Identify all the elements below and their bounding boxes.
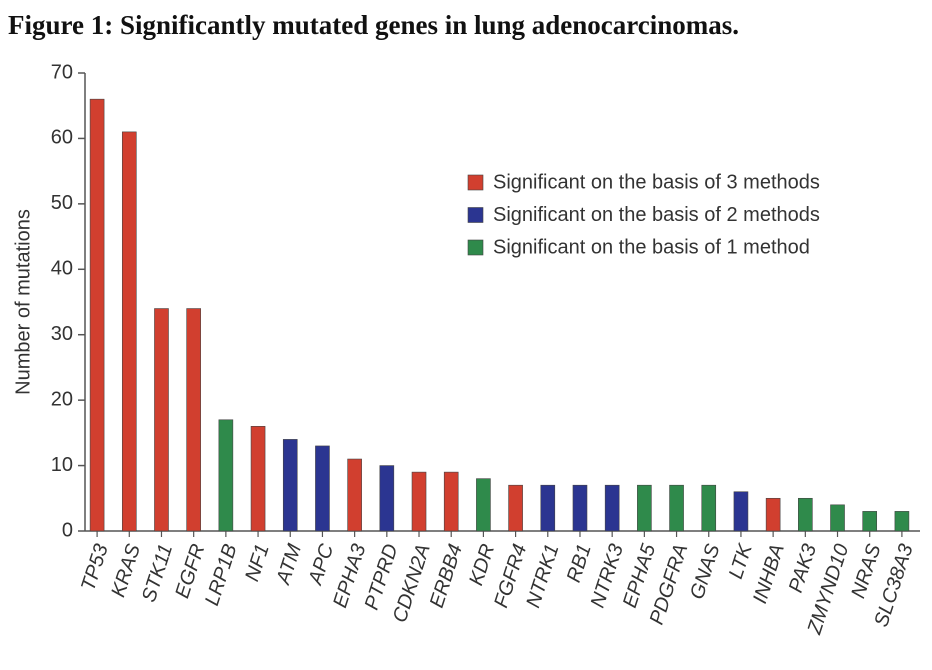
legend-label: Significant on the basis of 2 methods xyxy=(493,204,820,226)
chart-title: Figure 1: Significantly mutated genes in… xyxy=(8,10,739,40)
bar xyxy=(572,484,588,532)
x-tick-label: LTK xyxy=(725,540,757,582)
bar xyxy=(669,484,684,532)
bar xyxy=(894,511,910,532)
bar xyxy=(315,445,330,532)
y-tick-label: 20 xyxy=(51,388,73,410)
y-axis-label: Number of mutations xyxy=(12,209,34,395)
y-tick-label: 0 xyxy=(62,519,73,541)
x-tick-label: APC xyxy=(304,541,338,588)
y-tick-label: 10 xyxy=(51,454,73,476)
bar xyxy=(798,497,813,532)
bar xyxy=(154,308,169,532)
bar xyxy=(604,484,620,532)
bar xyxy=(411,471,427,532)
bar xyxy=(250,426,266,532)
bar xyxy=(540,484,556,532)
x-tick-label: KDR xyxy=(465,541,499,588)
bar xyxy=(186,308,201,532)
bar xyxy=(121,131,137,532)
x-tick-label: TP53 xyxy=(77,541,113,593)
x-tick-label: PAK3 xyxy=(785,541,821,595)
bar xyxy=(282,439,298,532)
y-tick-label: 50 xyxy=(51,192,73,214)
bar xyxy=(733,491,749,532)
y-tick-label: 60 xyxy=(51,127,73,149)
bar xyxy=(476,478,491,532)
legend-swatch xyxy=(467,239,484,256)
y-tick-label: 40 xyxy=(51,258,73,280)
x-tick-label: ATM xyxy=(272,541,306,588)
bar xyxy=(508,484,523,532)
bar xyxy=(637,484,652,532)
legend-swatch xyxy=(467,207,484,223)
y-tick-label: 70 xyxy=(51,61,73,83)
bar xyxy=(443,471,459,532)
legend-swatch xyxy=(467,174,484,191)
bar xyxy=(830,504,845,532)
bar xyxy=(89,98,105,532)
bar xyxy=(347,458,362,532)
bar xyxy=(379,465,395,532)
bar xyxy=(218,419,234,532)
bar xyxy=(862,511,878,532)
x-tick-label: RB1 xyxy=(563,541,596,585)
legend-label: Significant on the basis of 3 methods xyxy=(493,171,820,193)
bar xyxy=(701,484,717,532)
bar xyxy=(765,497,781,532)
x-tick-label: NF1 xyxy=(241,541,274,584)
legend-label: Significant on the basis of 1 method xyxy=(493,236,810,258)
x-tick-label: GNAS xyxy=(686,541,725,602)
y-tick-label: 30 xyxy=(51,323,73,345)
